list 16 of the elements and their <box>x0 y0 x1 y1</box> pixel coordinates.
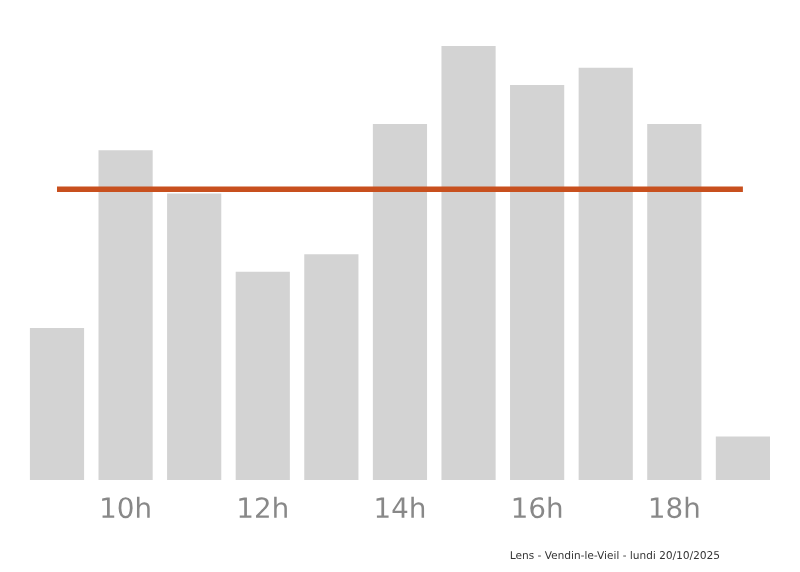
x-tick-label: 10h <box>102 496 150 519</box>
x-tick-label: 16h <box>513 496 562 519</box>
x-tick-label: 18h <box>650 496 699 519</box>
bar <box>29 328 85 480</box>
bar <box>510 85 565 480</box>
bar <box>98 150 153 480</box>
bar <box>304 254 359 480</box>
bar <box>372 124 428 480</box>
x-tick-label: 14h <box>376 496 425 518</box>
bar <box>441 46 496 480</box>
x-tick-label: 12h <box>239 496 287 518</box>
bar <box>578 67 633 480</box>
bar <box>715 436 770 480</box>
bar <box>235 271 290 480</box>
bar <box>167 193 222 480</box>
bar <box>647 124 702 480</box>
